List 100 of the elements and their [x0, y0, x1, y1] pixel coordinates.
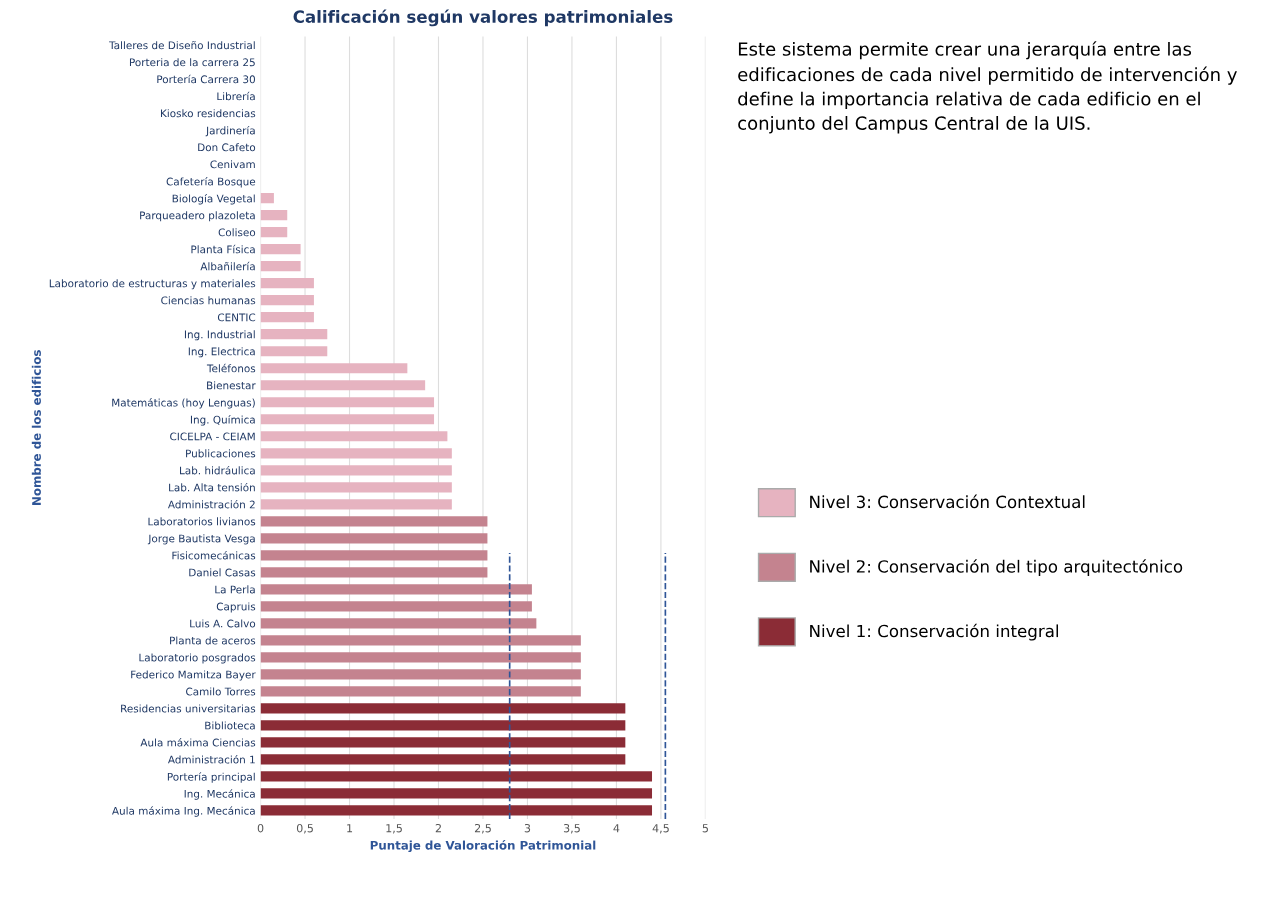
y-tick-label: Librería [217, 91, 255, 101]
bar [260, 312, 314, 323]
y-tick-label: Luis A. Calvo [190, 619, 256, 628]
bar [260, 380, 426, 391]
y-tick-label: Talleres de Diseño Industrial [109, 40, 255, 50]
y-tick-label: La Perla [215, 585, 255, 594]
bar [260, 329, 328, 340]
bar [260, 584, 532, 595]
y-tick-label: Daniel Casas [189, 568, 256, 577]
bar [260, 210, 288, 221]
y-tick-label: Ing. Industrial [184, 330, 255, 341]
y-tick-label: Residencias universitarias [121, 704, 256, 713]
y-tick-label: Lab. hidráulica [180, 465, 255, 475]
y-tick-label: Administración 2 [167, 499, 255, 509]
bar [260, 346, 328, 357]
y-tick-label: Jardinería [205, 125, 255, 137]
bar [260, 414, 435, 425]
x-tick-label: 3,5 [563, 823, 580, 834]
y-tick-label: Cafetería Bosque [166, 176, 256, 188]
y-tick-label: Jorge Bautista Vesga [147, 534, 255, 545]
text: Este sistema permite crear una jerarquía entre las edificaciones de cada nivel permitido de intervención y define la importancia relativa de cada edificio en el conjunto del Campus Central de la UIS. [738, 41, 1237, 134]
bar [260, 737, 626, 748]
bar [260, 618, 537, 629]
y-tick-label: Laboratorio posgrados [139, 653, 256, 664]
y-tick-label: Albañilería [200, 261, 255, 271]
bar [260, 703, 626, 714]
bar [260, 720, 626, 731]
y-tick-label: Laboratorios livianos [148, 517, 256, 526]
bar [260, 652, 581, 663]
y-tick-label: Ing. Mecánica [184, 789, 255, 800]
y-tick-label: Administración 1 [167, 755, 255, 764]
bar [260, 499, 452, 510]
x-tick-label: 2,5 [474, 823, 491, 834]
y-tick-label: Camilo Torres [186, 687, 256, 696]
y-tick-label: Laboratorio de estructuras y materiales [49, 279, 256, 290]
bar [260, 567, 488, 578]
bar [260, 754, 626, 765]
y-tick-label: Matemáticas (hoy Lenguas) [112, 398, 255, 409]
bar [260, 193, 274, 204]
x-tick-label: 4,5 [652, 824, 669, 834]
x-axis-title: Puntaje de Valoración Patrimonial [370, 840, 596, 853]
x-tick-label: 2 [435, 823, 441, 833]
y-tick-label: Portería Carrera 30 [157, 74, 255, 84]
bar [260, 295, 314, 306]
y-tick-label: Capruis [216, 602, 256, 613]
y-tick-label: Coliseo [218, 228, 256, 237]
bar [260, 550, 488, 561]
y-tick-label: Ing. Química [190, 415, 255, 426]
y-tick-label: Biología Vegetal [172, 194, 255, 205]
x-tick-label: 1,5 [386, 824, 402, 834]
bar [260, 516, 488, 527]
y-tick-label: Portería principal [167, 772, 255, 783]
y-tick-label: CENTIC [217, 313, 256, 322]
y-tick-label: Biblioteca [205, 721, 255, 730]
bar [260, 635, 581, 646]
y-tick-label: Porteria de la carrera 25 [129, 58, 255, 67]
bar [260, 465, 452, 476]
legend-label: Nivel 3: Conservación Contextual [810, 494, 1085, 509]
y-tick-label: Planta Física [191, 244, 255, 254]
bar [260, 771, 653, 782]
y-tick-label: Lab. Alta tensión [169, 482, 255, 492]
bar [260, 244, 301, 255]
y-tick-label: Kiosko residencias [161, 109, 256, 118]
y-tick-label: Aula máxima Ing. Mecánica [112, 806, 255, 817]
legend-label: Nivel 1: Conservación integral [810, 623, 1059, 641]
x-tick-label: 4 [613, 824, 620, 833]
y-tick-label: Bienestar [207, 381, 256, 390]
x-tick-label: 5 [702, 824, 708, 833]
bar [260, 482, 452, 493]
legend-label: Nivel 2: Conservación del tipo arquitectónico [810, 559, 1183, 576]
x-tick-label: 3 [524, 823, 531, 833]
bar [260, 431, 448, 442]
y-tick-label: Aula máxima Ciencias [140, 738, 256, 747]
x-tick-label: 0,5 [296, 823, 313, 834]
y-axis-title: Nombre de los edificios [31, 350, 41, 505]
bar [260, 397, 435, 408]
y-tick-label: Ciencias humanas [161, 296, 256, 305]
y-tick-label: Cenivam [210, 160, 255, 169]
bar [260, 363, 408, 374]
bar [260, 805, 653, 816]
bar [260, 227, 288, 238]
bar [260, 686, 581, 697]
bar [260, 533, 488, 544]
bar [260, 261, 301, 272]
y-tick-label: Publicaciones [186, 449, 256, 458]
y-tick-label: CICELPA - CEIAM [170, 432, 255, 441]
y-tick-label: Don Cafeto [198, 143, 256, 152]
bar [260, 448, 452, 459]
x-tick-label: 1 [347, 824, 353, 833]
bar [260, 601, 532, 612]
bar [260, 788, 653, 799]
y-tick-label: Federico Mamitza Bayer [131, 670, 256, 681]
y-tick-label: Ing. Electrica [188, 347, 255, 358]
y-tick-label: Planta de aceros [170, 636, 256, 645]
bar [260, 278, 314, 289]
y-tick-label: Parqueadero plazoleta [140, 211, 255, 222]
x-tick-label: 0 [257, 823, 264, 833]
chart-title: Calificación según valores patrimoniales [293, 9, 673, 27]
y-tick-label: Teléfonos [206, 363, 256, 373]
bar [260, 669, 581, 680]
